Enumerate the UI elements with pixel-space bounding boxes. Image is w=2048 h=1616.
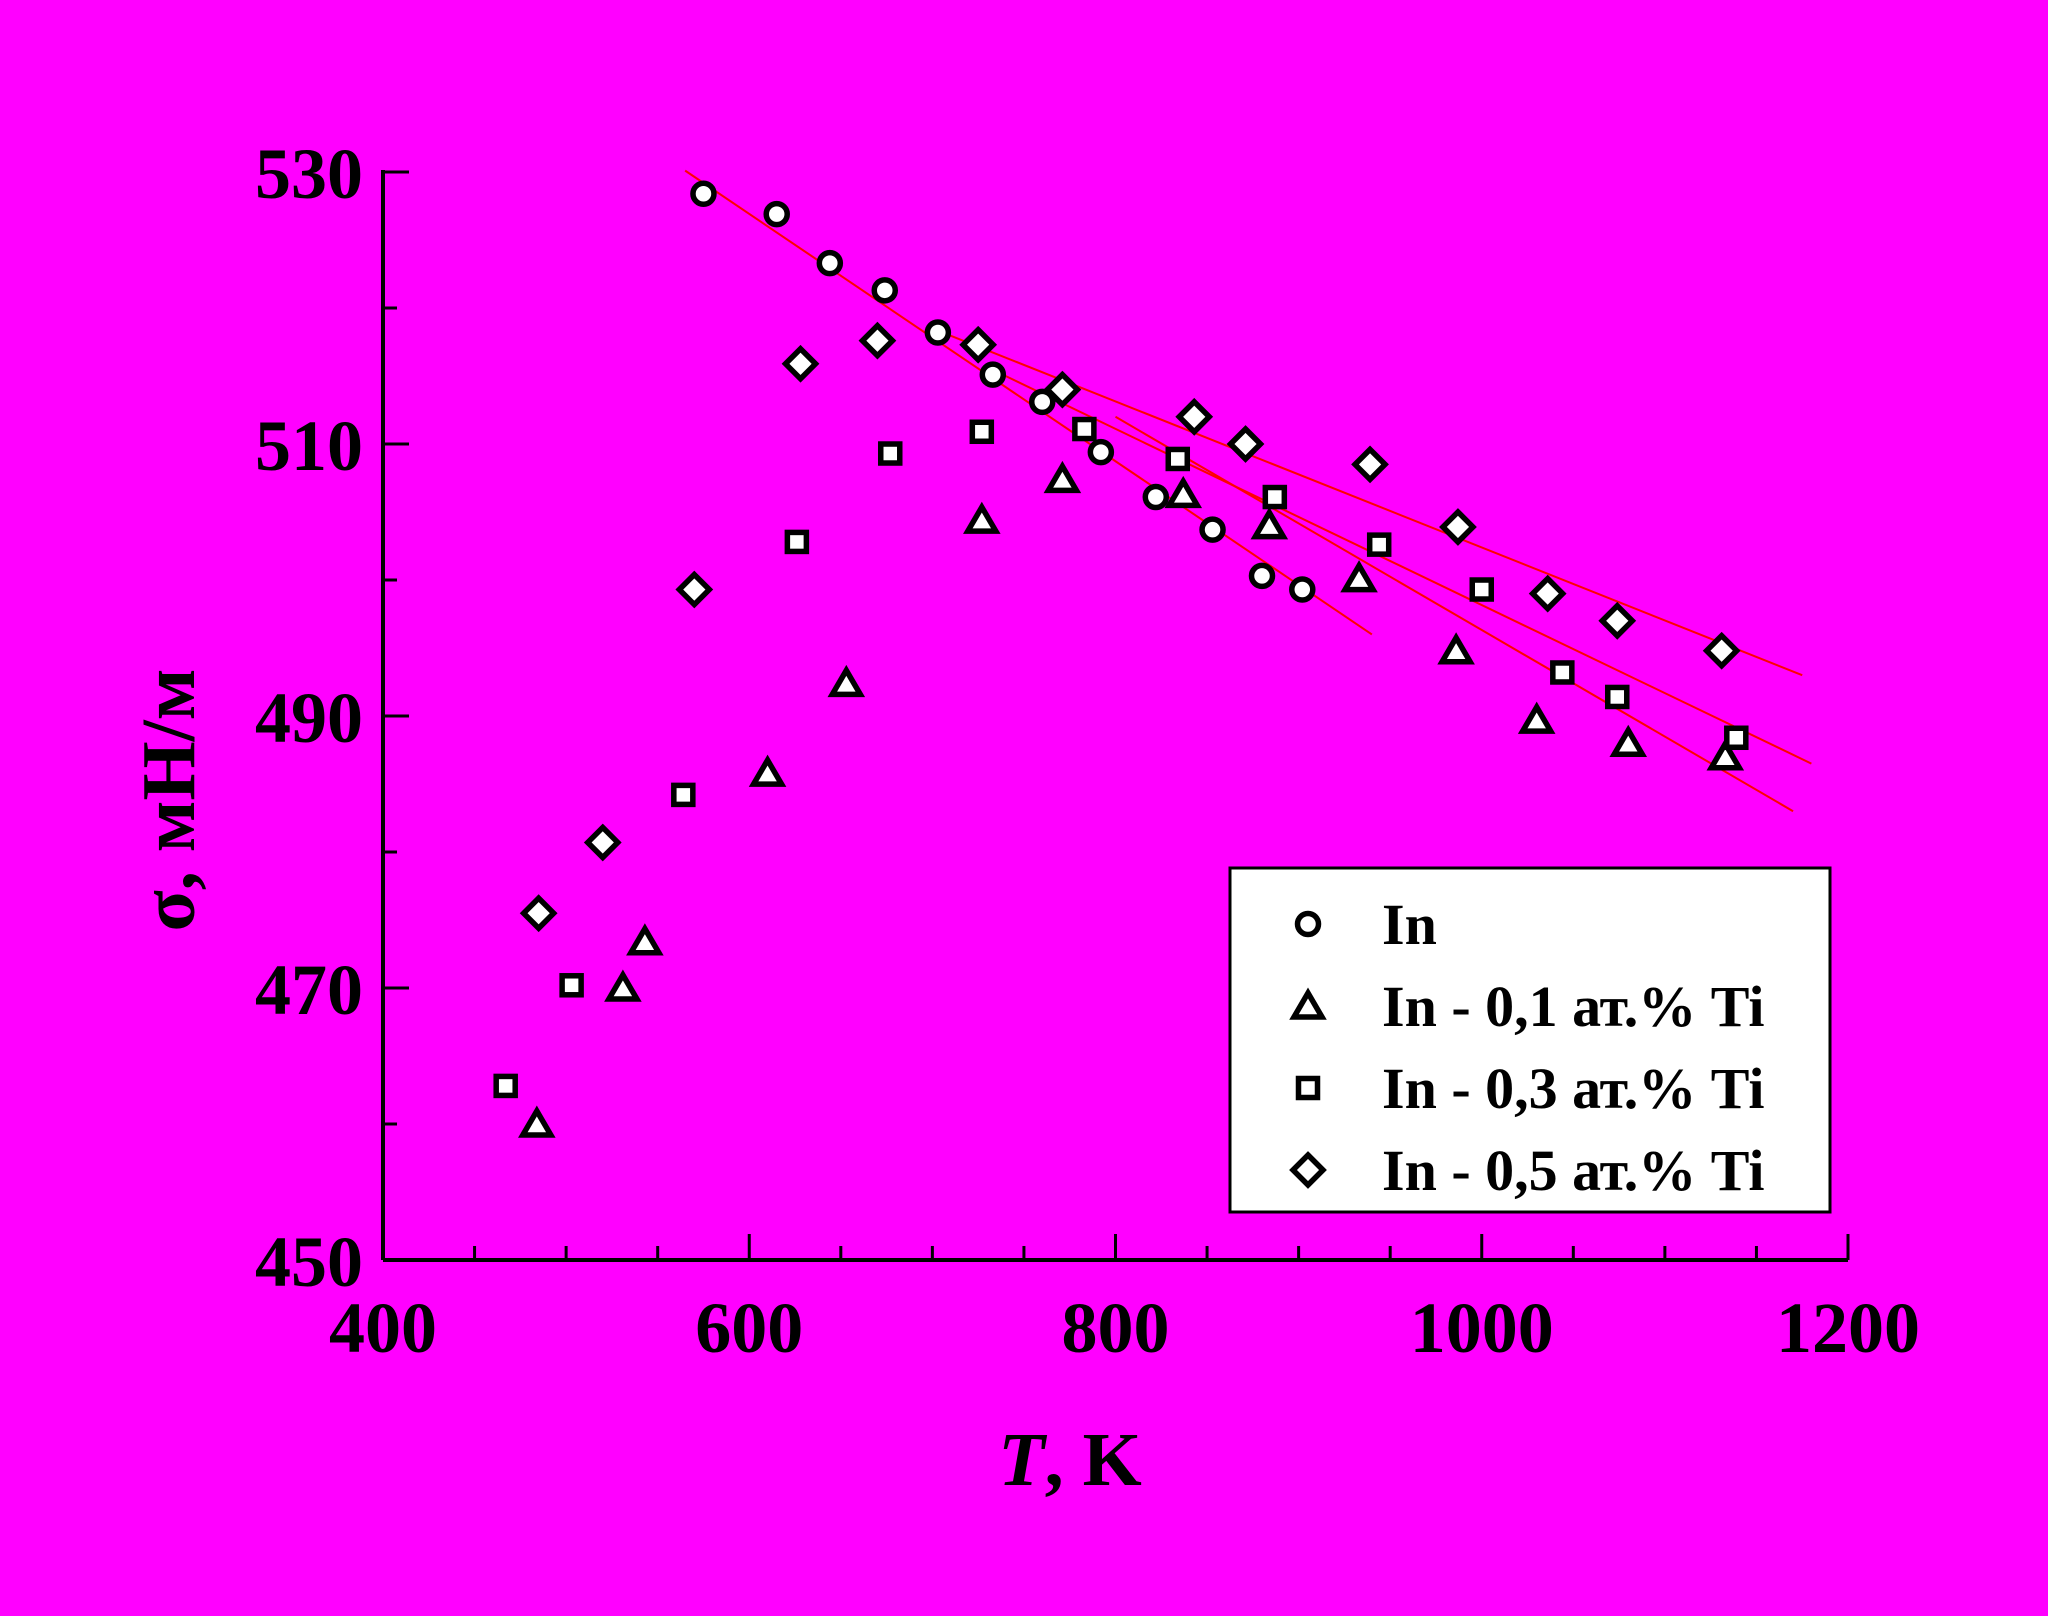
y-tick-label: 450 (255, 1222, 363, 1302)
data-point-circle (1087, 438, 1115, 466)
data-point-square (1366, 532, 1392, 557)
data-point-triangle (604, 969, 642, 1002)
legend-marker-square (1295, 1075, 1321, 1101)
data-point-square (1165, 446, 1191, 472)
data-point-triangle (1437, 632, 1475, 665)
data-point-diamond (1043, 370, 1082, 409)
data-point-diamond (519, 894, 558, 933)
data-point-triangle (518, 1105, 556, 1138)
data-point-triangle (1250, 507, 1289, 540)
data-point-diamond (583, 823, 622, 862)
data-point-circle (924, 319, 952, 346)
data-point-diamond (1226, 425, 1265, 463)
data-point-circle (871, 277, 899, 304)
data-point-square (1724, 725, 1749, 751)
data-point-circle (763, 200, 790, 228)
data-point-circle (690, 180, 717, 208)
x-tick-label: 1000 (1410, 1288, 1554, 1368)
data-point-triangle (626, 923, 664, 956)
data-point-square (878, 441, 903, 466)
data-point-square (1469, 577, 1494, 602)
data-point-square (784, 529, 810, 555)
data-point-diamond (1175, 397, 1214, 436)
data-point-triangle (827, 664, 866, 698)
y-tick-label: 530 (255, 134, 363, 214)
data-point-triangle (1340, 560, 1378, 593)
x-axis-title: T, K (998, 1418, 1142, 1502)
data-point-diamond (781, 344, 820, 383)
y-axis-title: σ, мН/м (127, 668, 211, 931)
fit-line-series-3 (1005, 375, 1812, 765)
data-point-triangle (748, 754, 787, 787)
data-point-triangle (1517, 701, 1556, 734)
data-point-square (1605, 684, 1630, 710)
fit-line-series-1 (684, 169, 1373, 636)
y-tick-label: 510 (255, 406, 363, 486)
data-markers (493, 180, 1749, 1138)
y-tick-label: 490 (255, 678, 363, 758)
data-point-square (559, 973, 584, 998)
x-tick-label: 800 (1062, 1288, 1170, 1368)
y-tick-label: 470 (255, 950, 363, 1030)
data-point-square (493, 1073, 518, 1099)
data-point-diamond (675, 570, 714, 609)
fit-line-series-2 (1114, 415, 1794, 813)
data-point-circle (816, 249, 844, 277)
x-tick-label: 1200 (1776, 1288, 1920, 1368)
fit-lines (684, 169, 1812, 813)
data-point-square (1262, 484, 1288, 510)
data-point-circle (979, 361, 1007, 388)
legend-label: In - 0,1 ат.% Ti (1382, 974, 1765, 1039)
legend-label: In - 0,5 ат.% Ti (1382, 1138, 1765, 1203)
data-point-triangle (1706, 738, 1745, 771)
data-point-circle (1199, 516, 1226, 543)
data-point-circle (1029, 388, 1056, 416)
legend-marker-circle (1294, 910, 1322, 938)
data-point-triangle (1164, 475, 1203, 509)
legend-marker-diamond (1289, 1151, 1327, 1189)
data-point-circle (1289, 576, 1316, 603)
data-point-square (1072, 416, 1097, 442)
x-tick-label: 400 (329, 1288, 437, 1368)
data-point-circle (1248, 562, 1276, 590)
legend: In In - 0,1 ат.% Ti In - 0,3 ат.% Ti In - 0… (1228, 866, 1832, 1214)
data-point-diamond (1598, 601, 1637, 640)
legend-label: In (1382, 892, 1437, 957)
data-point-square (1550, 660, 1575, 685)
data-point-diamond (1351, 445, 1389, 484)
data-point-circle (1142, 483, 1170, 511)
legend-box (1228, 866, 1832, 1214)
data-point-triangle (1043, 460, 1082, 494)
data-point-diamond (1702, 631, 1741, 670)
data-point-square (671, 782, 696, 808)
data-point-diamond (1528, 574, 1567, 613)
data-point-triangle (1609, 724, 1648, 757)
data-point-diamond (858, 321, 897, 360)
axes: 400 600 800 1000 1200 450 470 490 510 530 (255, 134, 1920, 1368)
data-point-diamond (1439, 508, 1477, 546)
legend-marker-triangle (1289, 987, 1327, 1020)
legend-label: In - 0,3 ат.% Ti (1382, 1056, 1765, 1121)
data-point-square (969, 419, 995, 445)
x-tick-label: 600 (695, 1288, 803, 1368)
data-point-triangle (963, 501, 1001, 534)
data-point-diamond (959, 325, 998, 364)
